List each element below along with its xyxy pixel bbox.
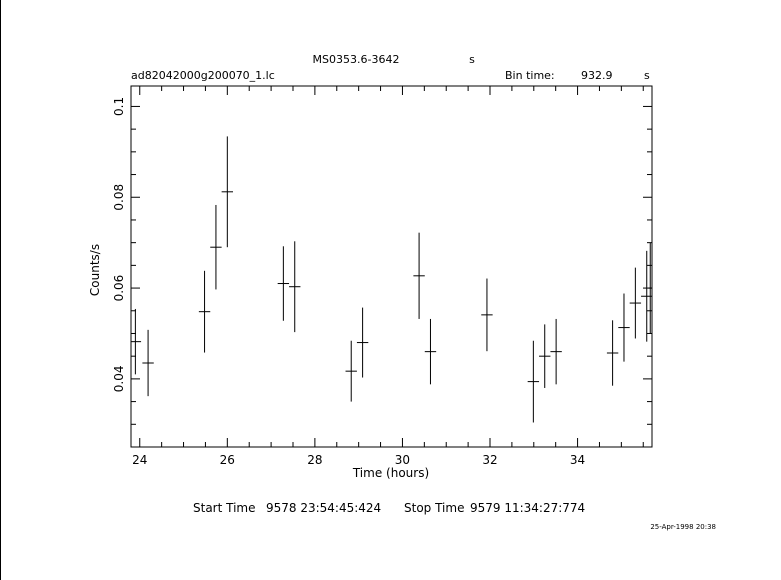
start-time-value: 9578 23:54:45:424 xyxy=(266,501,381,515)
window-left-border xyxy=(0,0,1,580)
data-point xyxy=(210,204,222,290)
y-axis-label: Counts/s xyxy=(88,244,102,296)
data-point xyxy=(618,293,630,362)
start-time-label: Start Time xyxy=(193,501,256,515)
plot-timestamp: 25-Apr-1998 20:38 xyxy=(650,523,716,531)
stop-time-value: 9579 11:34:27:774 xyxy=(470,501,585,515)
stop-time-label: Stop Time xyxy=(404,501,464,515)
data-point xyxy=(131,308,142,375)
data-points xyxy=(131,136,652,423)
x-tick-label: 30 xyxy=(395,453,410,467)
data-point xyxy=(424,318,437,385)
source-unit: s xyxy=(469,53,475,66)
data-point xyxy=(142,329,154,397)
data-point xyxy=(648,242,652,334)
x-tick-label: 32 xyxy=(482,453,497,467)
data-point xyxy=(629,267,642,339)
bin-time-label: Bin time: xyxy=(505,69,555,82)
data-point xyxy=(198,270,211,353)
data-point xyxy=(277,246,290,321)
x-tick-label: 34 xyxy=(570,453,585,467)
data-point xyxy=(221,136,234,248)
source-name: MS0353.6-3642 xyxy=(313,53,400,66)
y-tick-label: 0.08 xyxy=(112,184,126,211)
data-point xyxy=(550,318,562,385)
x-tick-label: 26 xyxy=(220,453,235,467)
data-point xyxy=(527,340,540,423)
y-axis: 0.04 0.06 0.08 0.1 xyxy=(112,97,652,425)
y-tick-label: 0.04 xyxy=(112,366,126,393)
bin-time-value: 932.9 xyxy=(581,69,613,82)
x-axis: 24 26 28 30 32 34 xyxy=(132,86,644,467)
x-axis-label: Time (hours) xyxy=(352,466,429,480)
data-point xyxy=(481,278,493,352)
data-point xyxy=(345,340,357,402)
data-point xyxy=(356,307,369,378)
x-tick-label: 28 xyxy=(307,453,322,467)
data-point xyxy=(606,320,619,386)
y-tick-label: 0.1 xyxy=(112,97,126,116)
data-point xyxy=(289,241,301,333)
data-point xyxy=(539,324,551,388)
data-point xyxy=(413,232,425,319)
bin-time-unit: s xyxy=(644,69,650,82)
x-tick-label: 24 xyxy=(132,453,147,467)
plot-frame xyxy=(130,85,653,448)
file-name: ad82042000g200070_1.lc xyxy=(131,69,275,82)
y-tick-label: 0.06 xyxy=(112,275,126,302)
